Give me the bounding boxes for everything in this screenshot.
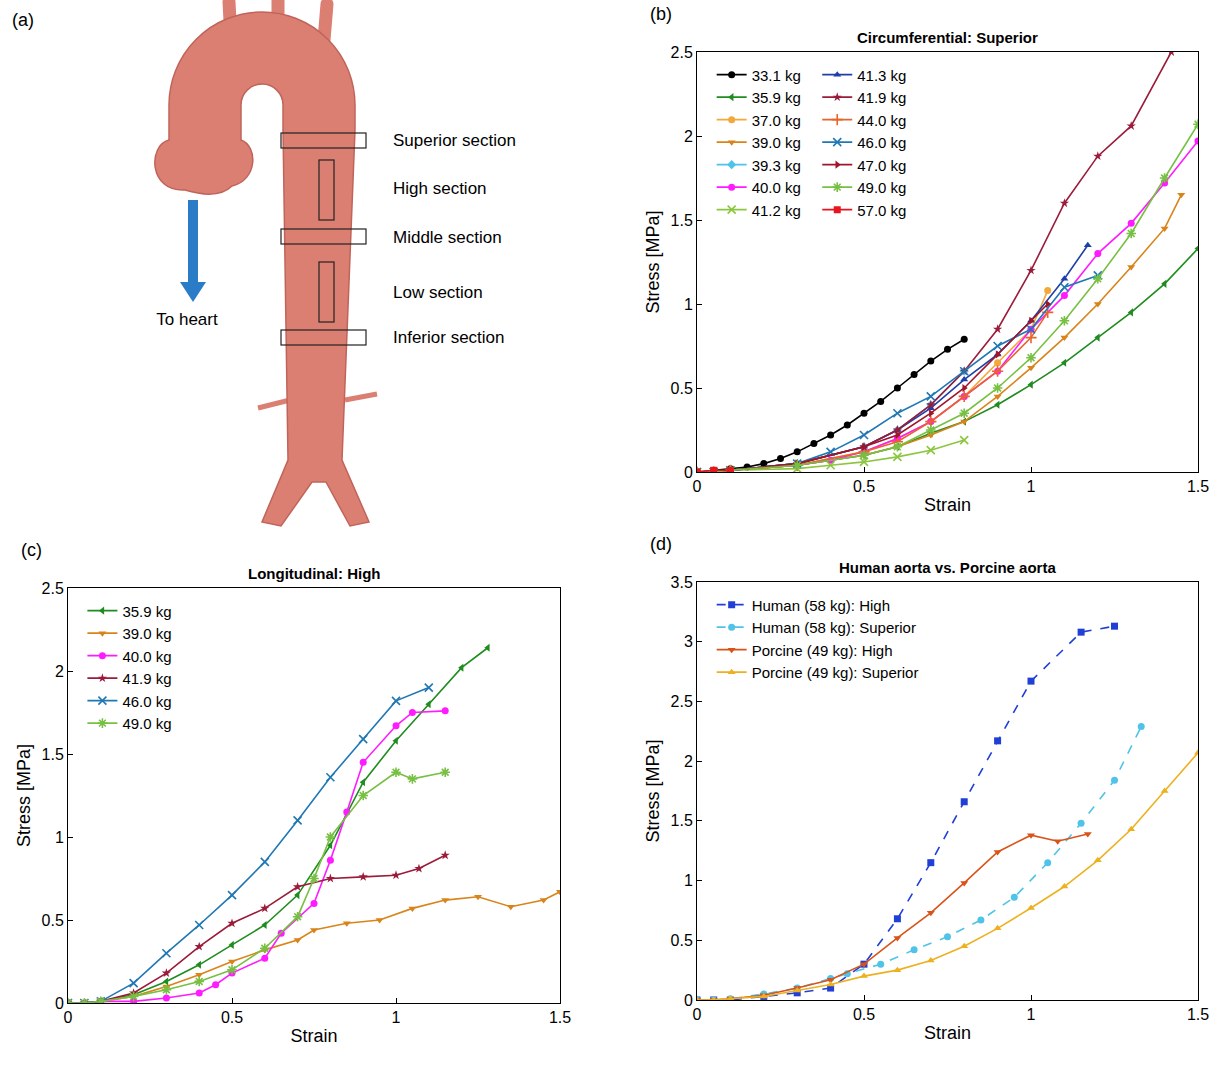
svg-text:2.5: 2.5 bbox=[42, 580, 64, 597]
svg-text:(b): (b) bbox=[650, 4, 672, 24]
svg-text:2.5: 2.5 bbox=[671, 44, 693, 61]
svg-text:39.0 kg: 39.0 kg bbox=[752, 134, 801, 151]
svg-text:35.9 kg: 35.9 kg bbox=[122, 603, 171, 620]
svg-text:High section: High section bbox=[393, 179, 487, 198]
svg-text:46.0 kg: 46.0 kg bbox=[857, 134, 906, 151]
svg-text:57.0 kg: 57.0 kg bbox=[857, 202, 906, 219]
svg-text:37.0 kg: 37.0 kg bbox=[752, 112, 801, 129]
svg-text:0: 0 bbox=[64, 1009, 73, 1026]
svg-text:0.5: 0.5 bbox=[671, 380, 693, 397]
svg-text:To heart: To heart bbox=[156, 310, 218, 329]
svg-text:1.5: 1.5 bbox=[671, 812, 693, 829]
svg-text:(d): (d) bbox=[650, 534, 672, 554]
svg-text:41.9 kg: 41.9 kg bbox=[122, 670, 171, 687]
svg-text:2: 2 bbox=[684, 128, 693, 145]
svg-text:Superior section: Superior section bbox=[393, 131, 516, 150]
svg-text:39.0 kg: 39.0 kg bbox=[122, 625, 171, 642]
svg-text:1.5: 1.5 bbox=[1187, 1006, 1209, 1023]
svg-text:Strain: Strain bbox=[924, 1023, 971, 1043]
svg-text:2: 2 bbox=[684, 753, 693, 770]
svg-text:2.5: 2.5 bbox=[671, 693, 693, 710]
svg-text:Circumferential: Superior: Circumferential: Superior bbox=[857, 29, 1038, 46]
svg-text:41.9 kg: 41.9 kg bbox=[857, 89, 906, 106]
svg-text:Strain: Strain bbox=[924, 495, 971, 515]
svg-text:Stress [MPa]: Stress [MPa] bbox=[643, 739, 663, 842]
svg-text:0: 0 bbox=[693, 1006, 702, 1023]
svg-text:(a): (a) bbox=[12, 10, 34, 30]
svg-text:47.0 kg: 47.0 kg bbox=[857, 157, 906, 174]
svg-text:1.5: 1.5 bbox=[671, 212, 693, 229]
svg-text:0: 0 bbox=[55, 995, 64, 1012]
svg-text:1: 1 bbox=[684, 296, 693, 313]
svg-text:2: 2 bbox=[55, 663, 64, 680]
svg-text:0: 0 bbox=[693, 478, 702, 495]
svg-text:0.5: 0.5 bbox=[671, 932, 693, 949]
svg-text:40.0 kg: 40.0 kg bbox=[122, 648, 171, 665]
svg-text:41.3 kg: 41.3 kg bbox=[857, 67, 906, 84]
svg-text:40.0 kg: 40.0 kg bbox=[752, 179, 801, 196]
svg-text:1: 1 bbox=[684, 872, 693, 889]
svg-text:1: 1 bbox=[55, 829, 64, 846]
svg-text:1.5: 1.5 bbox=[549, 1009, 571, 1026]
svg-text:0.5: 0.5 bbox=[221, 1009, 243, 1026]
svg-text:3.5: 3.5 bbox=[671, 574, 693, 591]
svg-text:0.5: 0.5 bbox=[853, 1006, 875, 1023]
svg-text:49.0 kg: 49.0 kg bbox=[857, 179, 906, 196]
svg-text:0: 0 bbox=[684, 464, 693, 481]
svg-text:Middle section: Middle section bbox=[393, 228, 502, 247]
svg-text:Human (58 kg): Superior: Human (58 kg): Superior bbox=[752, 619, 916, 636]
svg-text:1.5: 1.5 bbox=[1187, 478, 1209, 495]
svg-text:Human aorta vs. Porcine aorta: Human aorta vs. Porcine aorta bbox=[839, 559, 1056, 576]
svg-text:41.2 kg: 41.2 kg bbox=[752, 202, 801, 219]
svg-text:39.3 kg: 39.3 kg bbox=[752, 157, 801, 174]
svg-text:0.5: 0.5 bbox=[853, 478, 875, 495]
svg-text:49.0 kg: 49.0 kg bbox=[122, 715, 171, 732]
svg-text:0.5: 0.5 bbox=[42, 912, 64, 929]
svg-text:Porcine (49 kg): Superior: Porcine (49 kg): Superior bbox=[752, 664, 919, 681]
svg-text:Longitudinal: High: Longitudinal: High bbox=[248, 565, 380, 582]
svg-text:Stress [MPa]: Stress [MPa] bbox=[643, 210, 663, 313]
svg-text:Stress [MPa]: Stress [MPa] bbox=[14, 744, 34, 847]
svg-text:3: 3 bbox=[684, 633, 693, 650]
svg-text:1: 1 bbox=[1027, 478, 1036, 495]
svg-text:0: 0 bbox=[684, 992, 693, 1009]
svg-text:1: 1 bbox=[392, 1009, 401, 1026]
svg-text:Inferior section: Inferior section bbox=[393, 328, 505, 347]
svg-text:33.1 kg: 33.1 kg bbox=[752, 67, 801, 84]
svg-text:Human (58 kg): High: Human (58 kg): High bbox=[752, 597, 890, 614]
svg-text:Low section: Low section bbox=[393, 283, 483, 302]
svg-text:Porcine (49 kg): High: Porcine (49 kg): High bbox=[752, 642, 893, 659]
svg-text:46.0 kg: 46.0 kg bbox=[122, 693, 171, 710]
svg-text:1: 1 bbox=[1027, 1006, 1036, 1023]
svg-text:(c): (c) bbox=[21, 540, 42, 560]
svg-text:44.0 kg: 44.0 kg bbox=[857, 112, 906, 129]
svg-text:Strain: Strain bbox=[290, 1026, 337, 1046]
svg-text:35.9 kg: 35.9 kg bbox=[752, 89, 801, 106]
svg-text:1.5: 1.5 bbox=[42, 746, 64, 763]
